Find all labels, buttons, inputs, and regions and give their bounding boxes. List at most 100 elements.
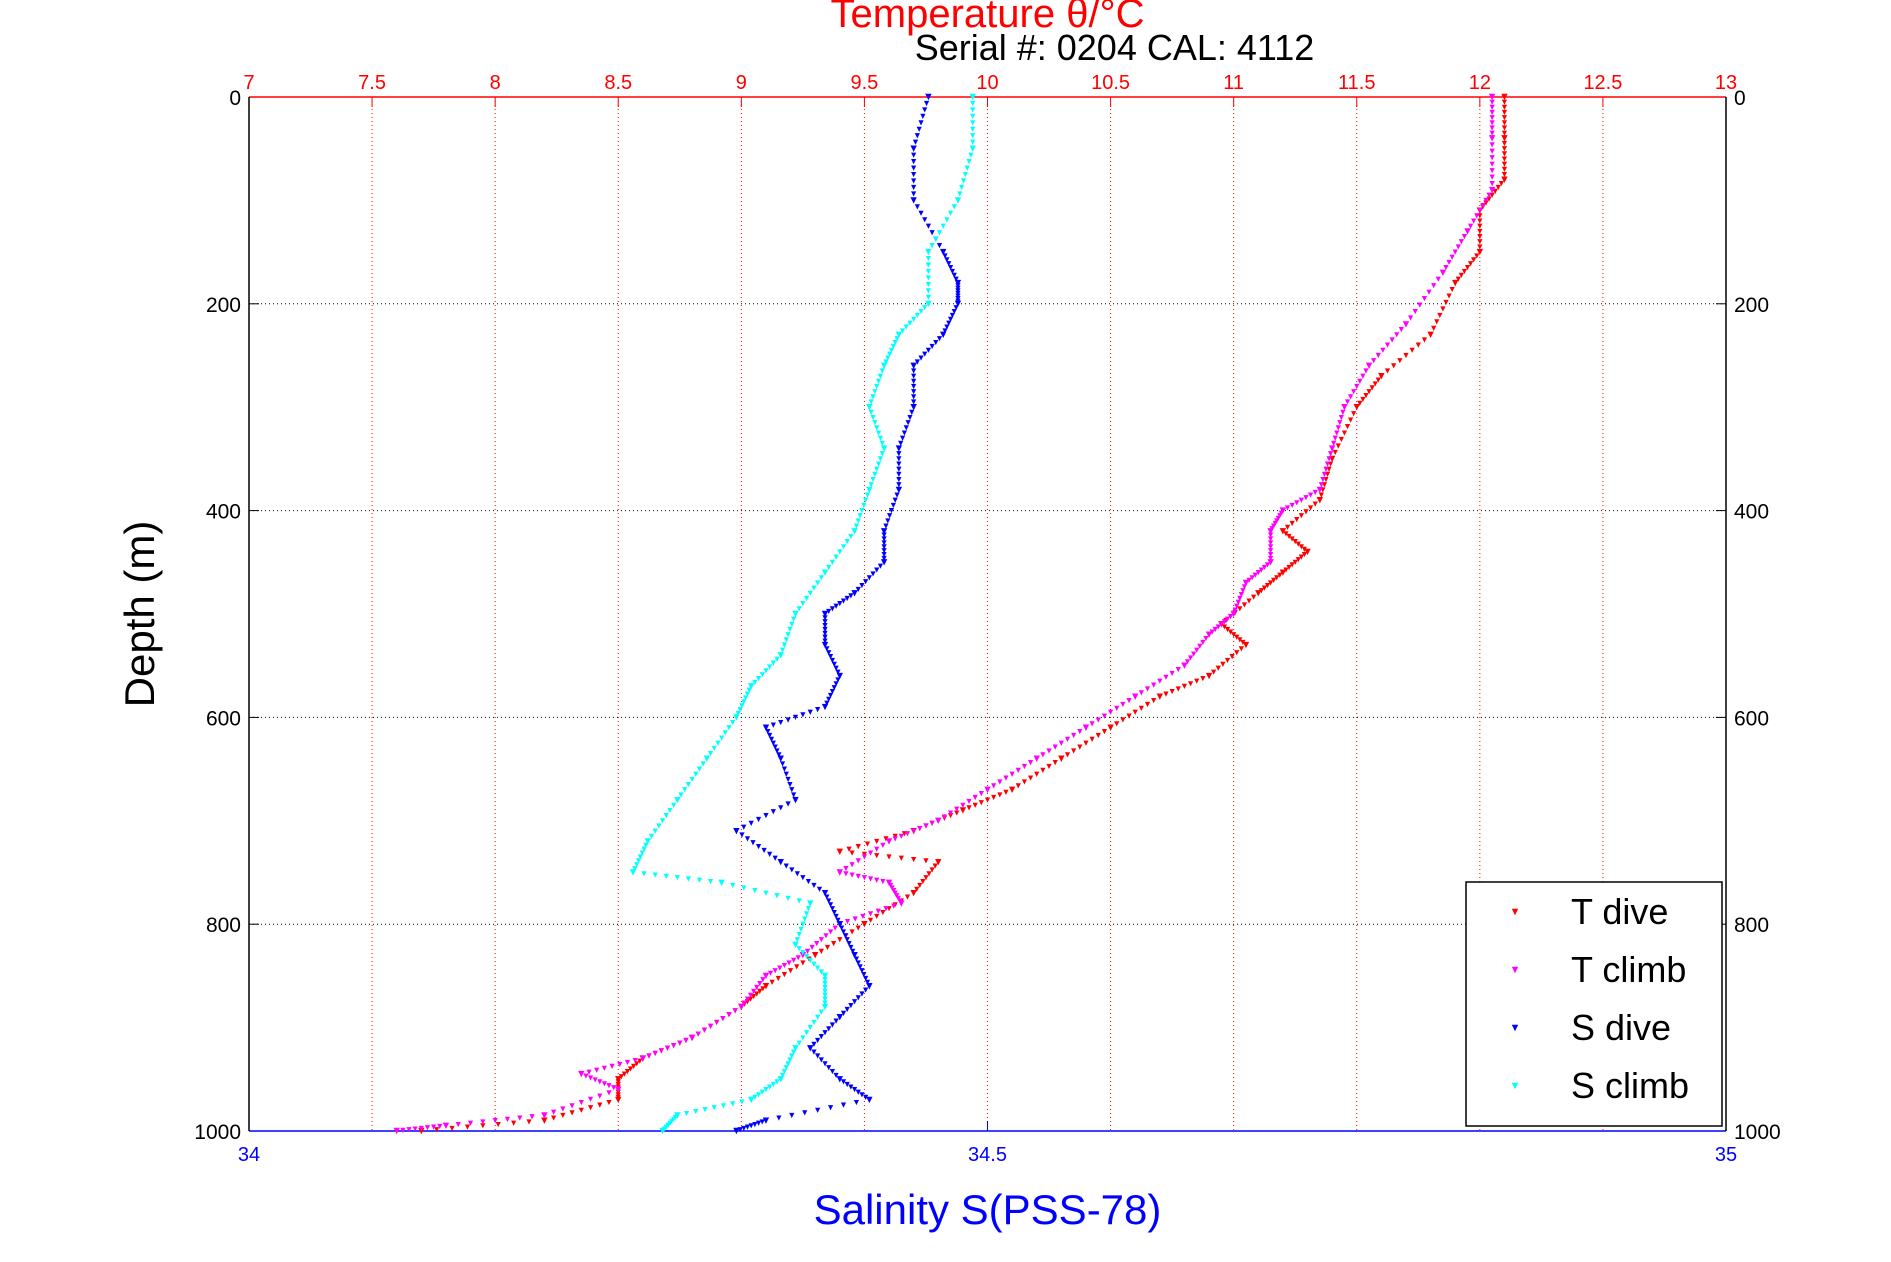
data-marker: [803, 595, 810, 602]
data-marker: [840, 598, 847, 604]
data-marker: [859, 991, 865, 997]
data-point: [1452, 279, 1459, 287]
data-marker: [437, 1123, 443, 1130]
legend-marker: [1511, 966, 1519, 974]
data-marker: [855, 844, 861, 850]
data-marker: [926, 871, 932, 877]
data-marker: [1455, 244, 1461, 250]
data-marker: [911, 373, 917, 379]
data-marker: [901, 430, 908, 436]
data-marker: [682, 787, 688, 793]
data-point: [1341, 404, 1348, 411]
data-marker: [741, 699, 747, 705]
data-marker: [783, 771, 789, 777]
data-marker: [1144, 686, 1151, 692]
data-marker: [791, 792, 797, 798]
data-marker: [400, 1127, 406, 1133]
data-marker: [855, 995, 861, 1001]
data-marker: [1264, 562, 1271, 568]
temperature-tick-label: 10: [976, 72, 998, 94]
data-marker: [892, 836, 898, 842]
data-marker: [853, 956, 860, 962]
data-marker: [1489, 174, 1495, 180]
data-marker: [874, 383, 880, 390]
data-marker: [783, 637, 789, 643]
data-marker: [1200, 639, 1206, 646]
data-marker: [911, 399, 917, 405]
data-point: [1255, 590, 1262, 597]
data-point: [1033, 755, 1040, 762]
data-marker: [849, 862, 855, 868]
data-marker: [911, 389, 917, 395]
data-marker: [877, 456, 884, 462]
depth-tick-label-right: 1000: [1734, 1121, 1781, 1144]
data-marker: [1443, 299, 1449, 306]
data-point: [939, 248, 947, 256]
data-marker: [1489, 109, 1495, 116]
data-marker: [866, 575, 872, 581]
data-marker: [1058, 740, 1064, 746]
data-marker: [1234, 650, 1240, 656]
data-marker: [811, 585, 817, 591]
data-marker: [947, 210, 954, 216]
data-point: [1488, 135, 1496, 142]
data-marker: [911, 152, 917, 158]
depth-tick-label-right: 800: [1734, 914, 1769, 937]
data-marker: [925, 294, 932, 300]
data-marker: [848, 944, 854, 951]
data-marker: [737, 707, 743, 713]
data-marker: [707, 878, 714, 885]
data-marker: [1455, 276, 1461, 282]
data-marker: [1289, 502, 1295, 509]
data-point: [1230, 610, 1237, 618]
data-marker: [1489, 115, 1495, 121]
data-marker: [1434, 319, 1440, 325]
data-marker: [1489, 180, 1495, 187]
data-point: [541, 1117, 548, 1124]
data-marker: [789, 621, 795, 627]
data-marker: [972, 802, 978, 808]
data-marker: [970, 113, 976, 119]
data-marker: [912, 139, 919, 145]
data-marker: [755, 844, 762, 850]
data-marker: [835, 669, 841, 675]
data-marker: [755, 1092, 762, 1098]
data-point: [615, 1086, 622, 1093]
data-marker: [879, 440, 885, 446]
data-marker: [1321, 471, 1328, 478]
data-point: [1304, 548, 1311, 556]
data-marker: [1227, 613, 1234, 620]
data-point: [1205, 672, 1213, 680]
data-marker: [1320, 476, 1326, 483]
data-point: [821, 889, 829, 897]
data-marker: [860, 913, 866, 920]
salinity-axis-label: Salinity S(PSS-78): [814, 1186, 1162, 1233]
data-marker: [752, 679, 758, 686]
data-marker: [1246, 598, 1252, 604]
data-marker: [765, 729, 771, 735]
data-marker: [849, 850, 855, 856]
data-marker: [431, 1124, 437, 1130]
series-s-dive: [733, 93, 962, 1135]
data-marker: [1071, 748, 1077, 754]
legend-marker: [1511, 1082, 1519, 1090]
data-point: [1267, 559, 1274, 566]
data-marker: [621, 1071, 628, 1077]
data-marker: [1351, 389, 1357, 395]
data-marker: [1335, 425, 1341, 431]
data-marker: [826, 650, 832, 656]
data-marker: [1114, 721, 1120, 727]
data-marker: [833, 554, 839, 560]
data-point: [688, 1034, 696, 1042]
data-point: [777, 652, 784, 659]
data-marker: [1480, 202, 1486, 209]
data-marker: [1267, 555, 1274, 562]
data-marker: [954, 806, 960, 812]
data-marker: [1489, 125, 1495, 131]
data-marker: [714, 1019, 720, 1026]
data-marker: [424, 1125, 431, 1131]
data-marker: [850, 948, 856, 954]
data-marker: [1458, 272, 1464, 278]
data-marker: [883, 906, 889, 912]
